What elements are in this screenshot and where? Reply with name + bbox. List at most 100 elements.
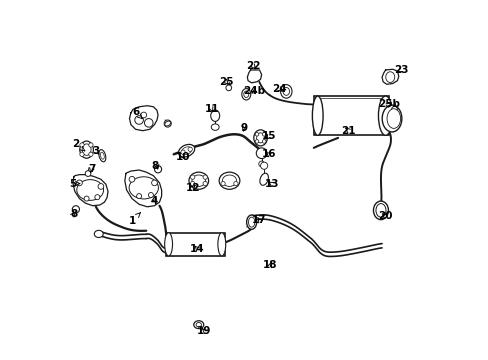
Ellipse shape	[218, 233, 225, 256]
Ellipse shape	[312, 96, 323, 135]
Ellipse shape	[84, 196, 89, 201]
Text: 19: 19	[197, 326, 211, 336]
Ellipse shape	[77, 180, 82, 186]
Text: 11: 11	[204, 104, 219, 114]
Text: 15: 15	[261, 131, 276, 141]
Ellipse shape	[98, 184, 103, 189]
Text: 24: 24	[272, 84, 286, 94]
Ellipse shape	[386, 109, 400, 129]
Ellipse shape	[255, 132, 258, 136]
Ellipse shape	[178, 144, 194, 157]
Ellipse shape	[242, 89, 250, 100]
Text: 25: 25	[218, 77, 233, 87]
Text: 12: 12	[185, 183, 200, 193]
Ellipse shape	[100, 152, 104, 159]
Ellipse shape	[258, 161, 264, 167]
Ellipse shape	[80, 141, 93, 158]
Ellipse shape	[144, 118, 153, 127]
Ellipse shape	[72, 206, 80, 213]
Ellipse shape	[246, 215, 256, 229]
Polygon shape	[381, 69, 398, 84]
Text: 14: 14	[190, 244, 204, 253]
Ellipse shape	[164, 120, 171, 127]
Polygon shape	[247, 70, 261, 83]
Ellipse shape	[256, 148, 266, 158]
Ellipse shape	[280, 85, 291, 98]
Ellipse shape	[88, 152, 93, 157]
Bar	[313, 96, 388, 135]
Bar	[315, 98, 386, 134]
Ellipse shape	[260, 162, 267, 169]
Ellipse shape	[80, 143, 84, 147]
Text: 9: 9	[240, 123, 247, 133]
Text: 24b: 24b	[243, 86, 265, 96]
Ellipse shape	[85, 171, 91, 176]
Ellipse shape	[94, 230, 103, 238]
Ellipse shape	[391, 107, 397, 112]
Ellipse shape	[151, 180, 157, 186]
Ellipse shape	[262, 140, 265, 143]
Text: 22: 22	[245, 62, 260, 71]
Ellipse shape	[82, 144, 91, 156]
Ellipse shape	[262, 132, 265, 136]
Text: 3: 3	[92, 147, 100, 157]
Polygon shape	[129, 106, 158, 131]
Ellipse shape	[256, 133, 264, 143]
Ellipse shape	[244, 91, 248, 98]
Text: 4: 4	[150, 197, 158, 206]
Ellipse shape	[129, 177, 158, 199]
Ellipse shape	[203, 181, 207, 186]
Ellipse shape	[375, 203, 385, 217]
Ellipse shape	[190, 181, 194, 186]
Text: 8: 8	[151, 161, 162, 171]
Ellipse shape	[154, 166, 162, 173]
Text: 7: 7	[88, 164, 95, 174]
Ellipse shape	[192, 175, 205, 186]
Ellipse shape	[181, 147, 191, 155]
Text: 8: 8	[70, 209, 77, 219]
Ellipse shape	[181, 150, 185, 154]
Ellipse shape	[219, 172, 240, 189]
Polygon shape	[73, 175, 108, 206]
Ellipse shape	[253, 130, 267, 146]
Ellipse shape	[190, 175, 194, 179]
Ellipse shape	[99, 150, 105, 162]
Text: 16: 16	[261, 149, 276, 159]
Text: 13: 13	[264, 179, 279, 189]
Text: 2: 2	[72, 139, 84, 151]
Ellipse shape	[164, 121, 170, 126]
Ellipse shape	[135, 116, 143, 124]
Text: 5: 5	[68, 179, 80, 189]
Text: 17: 17	[252, 215, 266, 225]
Ellipse shape	[148, 193, 153, 198]
Ellipse shape	[95, 195, 100, 200]
Text: 6: 6	[132, 107, 142, 119]
Text: 10: 10	[176, 152, 190, 162]
Ellipse shape	[136, 194, 142, 199]
Ellipse shape	[385, 72, 394, 82]
Ellipse shape	[203, 175, 207, 179]
Ellipse shape	[88, 143, 93, 147]
Text: 18: 18	[263, 260, 277, 270]
Polygon shape	[124, 170, 162, 207]
Text: 25b: 25b	[377, 99, 399, 109]
Ellipse shape	[283, 87, 289, 95]
Ellipse shape	[193, 321, 203, 329]
Text: 21: 21	[341, 126, 355, 136]
Ellipse shape	[188, 147, 192, 152]
Ellipse shape	[378, 96, 392, 135]
Text: 1: 1	[128, 213, 140, 226]
Bar	[165, 233, 224, 256]
Text: 23: 23	[393, 65, 407, 75]
Ellipse shape	[248, 217, 254, 227]
Text: 20: 20	[378, 211, 392, 221]
Ellipse shape	[164, 233, 172, 256]
Ellipse shape	[233, 181, 238, 186]
Ellipse shape	[196, 323, 201, 327]
Ellipse shape	[188, 172, 208, 189]
Ellipse shape	[373, 201, 387, 220]
Ellipse shape	[382, 105, 401, 132]
Ellipse shape	[141, 112, 146, 118]
Ellipse shape	[129, 176, 135, 182]
Ellipse shape	[77, 180, 103, 201]
